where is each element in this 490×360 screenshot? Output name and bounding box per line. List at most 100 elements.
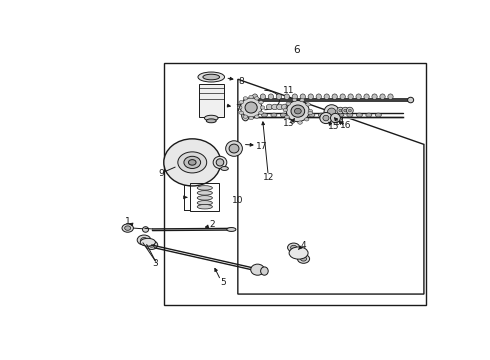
Text: 15: 15 bbox=[328, 122, 339, 131]
Text: 16: 16 bbox=[340, 121, 351, 130]
Ellipse shape bbox=[308, 94, 314, 99]
Ellipse shape bbox=[249, 95, 253, 99]
Circle shape bbox=[146, 240, 158, 249]
Ellipse shape bbox=[388, 94, 393, 99]
Ellipse shape bbox=[324, 94, 329, 99]
Ellipse shape bbox=[339, 109, 342, 112]
Text: 1: 1 bbox=[125, 217, 130, 226]
Ellipse shape bbox=[268, 94, 273, 99]
Circle shape bbox=[141, 238, 147, 243]
Ellipse shape bbox=[260, 106, 265, 109]
Ellipse shape bbox=[327, 108, 336, 116]
Ellipse shape bbox=[316, 94, 321, 99]
Text: 17: 17 bbox=[256, 142, 268, 151]
Ellipse shape bbox=[197, 191, 212, 195]
Ellipse shape bbox=[408, 97, 414, 103]
Ellipse shape bbox=[239, 100, 244, 104]
Ellipse shape bbox=[260, 94, 266, 99]
Text: 14: 14 bbox=[334, 118, 345, 127]
Ellipse shape bbox=[286, 102, 291, 105]
Ellipse shape bbox=[347, 113, 353, 117]
Ellipse shape bbox=[220, 167, 228, 170]
Text: 13: 13 bbox=[283, 119, 295, 128]
Bar bbox=[190, 183, 219, 211]
Text: 8: 8 bbox=[238, 77, 244, 86]
Ellipse shape bbox=[309, 113, 315, 117]
Ellipse shape bbox=[281, 104, 288, 110]
Ellipse shape bbox=[324, 105, 339, 119]
Ellipse shape bbox=[318, 113, 324, 117]
Ellipse shape bbox=[323, 115, 329, 121]
Ellipse shape bbox=[332, 94, 337, 99]
Text: 6: 6 bbox=[294, 45, 300, 55]
Ellipse shape bbox=[286, 104, 292, 110]
Ellipse shape bbox=[206, 119, 216, 123]
Ellipse shape bbox=[289, 247, 308, 259]
Text: 10: 10 bbox=[232, 196, 244, 205]
Ellipse shape bbox=[293, 98, 297, 102]
Text: 9: 9 bbox=[158, 169, 164, 178]
Ellipse shape bbox=[259, 111, 263, 114]
Ellipse shape bbox=[291, 105, 305, 117]
Circle shape bbox=[124, 226, 131, 230]
Ellipse shape bbox=[375, 113, 381, 117]
Ellipse shape bbox=[227, 228, 236, 231]
Ellipse shape bbox=[306, 103, 310, 106]
Circle shape bbox=[288, 243, 300, 252]
Ellipse shape bbox=[197, 201, 212, 205]
Ellipse shape bbox=[197, 204, 212, 209]
Circle shape bbox=[137, 235, 151, 245]
Circle shape bbox=[122, 224, 133, 232]
Ellipse shape bbox=[284, 94, 290, 99]
Ellipse shape bbox=[259, 100, 263, 104]
Ellipse shape bbox=[251, 264, 265, 275]
Circle shape bbox=[297, 255, 310, 263]
Ellipse shape bbox=[245, 102, 257, 113]
Ellipse shape bbox=[320, 112, 332, 123]
Ellipse shape bbox=[328, 113, 334, 117]
Ellipse shape bbox=[304, 118, 309, 121]
Ellipse shape bbox=[254, 115, 259, 118]
Ellipse shape bbox=[198, 72, 224, 82]
Ellipse shape bbox=[344, 109, 347, 112]
Ellipse shape bbox=[140, 238, 155, 246]
Ellipse shape bbox=[294, 108, 301, 114]
Ellipse shape bbox=[216, 159, 224, 166]
Ellipse shape bbox=[241, 98, 262, 117]
Ellipse shape bbox=[204, 115, 218, 121]
Ellipse shape bbox=[308, 112, 313, 115]
Ellipse shape bbox=[366, 113, 372, 117]
Ellipse shape bbox=[203, 74, 220, 80]
Ellipse shape bbox=[330, 113, 341, 123]
Ellipse shape bbox=[300, 94, 305, 99]
Text: 4: 4 bbox=[300, 241, 306, 250]
Ellipse shape bbox=[308, 109, 313, 113]
Ellipse shape bbox=[287, 100, 309, 122]
Ellipse shape bbox=[213, 156, 227, 168]
Ellipse shape bbox=[271, 104, 278, 110]
Circle shape bbox=[178, 152, 207, 173]
Ellipse shape bbox=[348, 109, 351, 112]
Text: 11: 11 bbox=[283, 86, 295, 95]
Ellipse shape bbox=[300, 99, 304, 102]
Ellipse shape bbox=[249, 116, 253, 120]
Ellipse shape bbox=[290, 120, 295, 123]
Ellipse shape bbox=[267, 104, 272, 110]
Ellipse shape bbox=[197, 186, 212, 190]
Circle shape bbox=[184, 156, 200, 168]
Text: 2: 2 bbox=[210, 220, 215, 229]
Ellipse shape bbox=[164, 139, 220, 186]
Ellipse shape bbox=[254, 97, 259, 100]
Circle shape bbox=[189, 159, 196, 165]
Ellipse shape bbox=[283, 108, 288, 112]
Ellipse shape bbox=[261, 113, 268, 117]
Ellipse shape bbox=[226, 141, 243, 156]
Ellipse shape bbox=[346, 107, 353, 114]
Ellipse shape bbox=[238, 106, 242, 109]
Ellipse shape bbox=[298, 121, 302, 124]
Ellipse shape bbox=[280, 113, 287, 117]
Bar bbox=[164, 63, 426, 305]
Bar bbox=[199, 84, 224, 117]
Polygon shape bbox=[238, 79, 424, 294]
Ellipse shape bbox=[342, 107, 349, 114]
